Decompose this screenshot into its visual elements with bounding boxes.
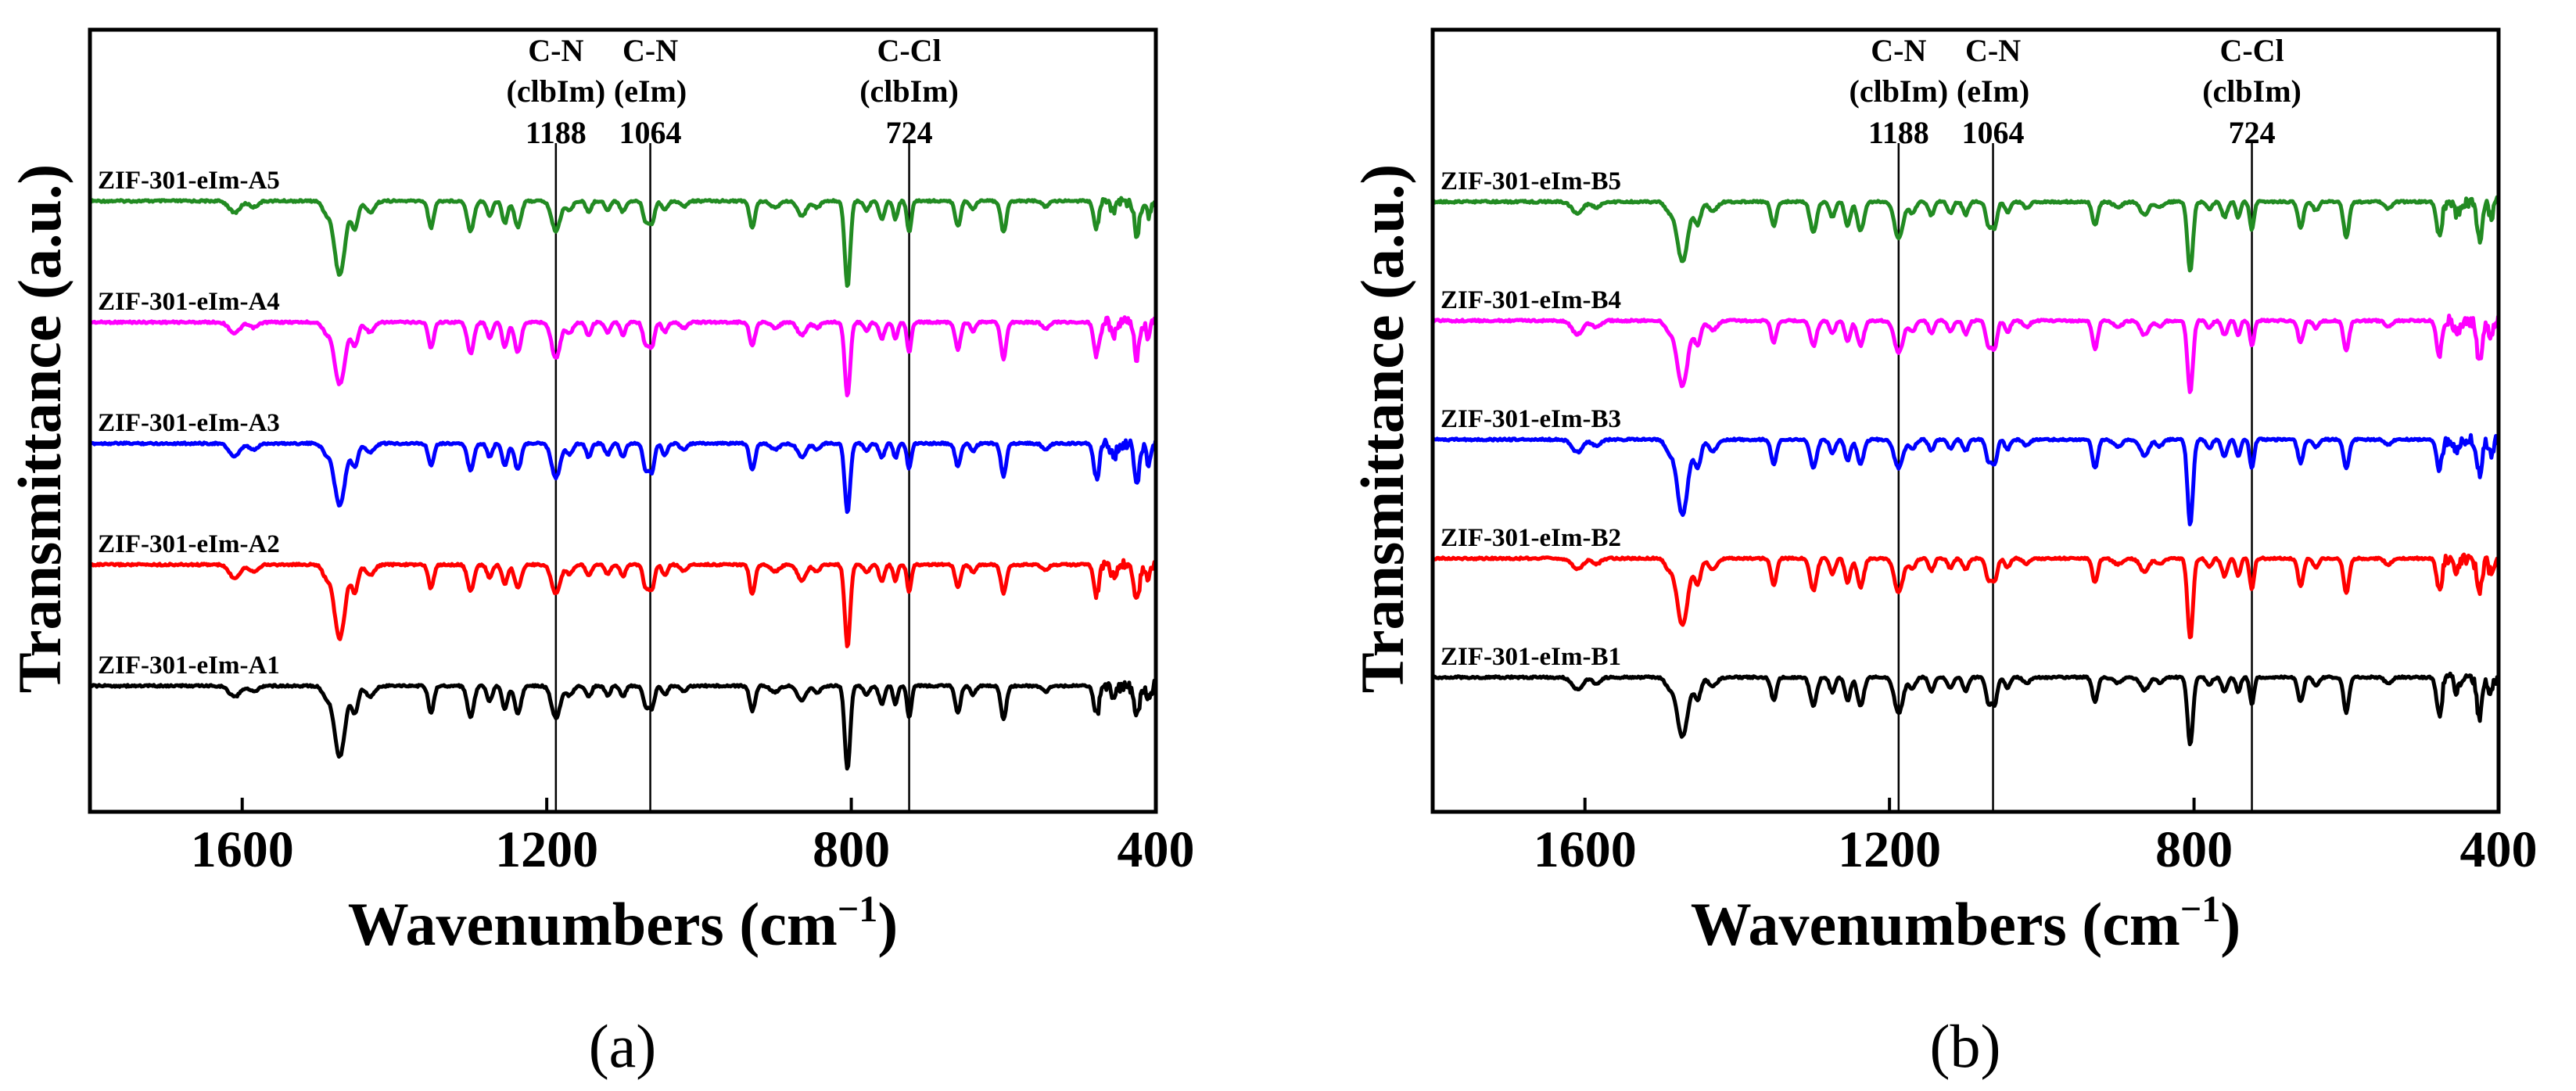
series-line bbox=[88, 196, 1157, 288]
y-axis-title: Transmittance (a.u.) bbox=[5, 164, 74, 694]
series-line bbox=[88, 678, 1157, 771]
series-label: ZIF-301-eIm-A5 bbox=[98, 167, 280, 195]
series-line bbox=[89, 437, 1157, 515]
annotation-wavenumber: 1188 bbox=[1868, 115, 1929, 150]
annotation-wavenumber: 724 bbox=[886, 115, 933, 150]
annotation-wavenumber: 1064 bbox=[619, 115, 682, 150]
panel-b-chart: ZIF-301-eIm-B5 ZIF-301-eIm-B4 ZIF-301-eIm-… bbox=[1348, 27, 2538, 958]
series-label: ZIF-301-eIm-B1 bbox=[1440, 643, 1621, 671]
series-label: ZIF-301-eIm-B2 bbox=[1440, 524, 1621, 552]
x-tick-label: 1600 bbox=[191, 821, 294, 878]
annotation-bond: C-Cl bbox=[877, 33, 941, 68]
plot-frame bbox=[1430, 27, 2501, 814]
x-tick-label: 400 bbox=[2460, 821, 2538, 878]
annotation-wavenumber: 1188 bbox=[526, 115, 587, 150]
series-label: ZIF-301-eIm-B5 bbox=[1440, 167, 1621, 196]
panel-label-b: (b) bbox=[1930, 1012, 2001, 1080]
series-line bbox=[1431, 432, 2500, 526]
x-tick-label: 800 bbox=[2155, 821, 2233, 878]
series-label: ZIF-301-eIm-A1 bbox=[98, 651, 280, 680]
annotation-bond: C-N bbox=[1965, 33, 2021, 68]
panel-label-a: (a) bbox=[589, 1012, 657, 1080]
series-label: ZIF-301-eIm-A2 bbox=[98, 530, 280, 558]
x-tick-label: 800 bbox=[813, 821, 890, 878]
annotation-bond: C-Cl bbox=[2219, 33, 2284, 68]
x-tick-label: 1200 bbox=[1838, 821, 1941, 878]
y-axis-title: Transmittance (a.u.) bbox=[1348, 164, 1416, 694]
annotation-ligand: (clbIm) bbox=[507, 74, 606, 109]
annotation-ligand: (clbIm) bbox=[2202, 74, 2302, 109]
series-line bbox=[88, 315, 1157, 398]
annotation-ligand: (eIm) bbox=[1957, 74, 2029, 109]
series-line bbox=[1431, 671, 2500, 747]
series-label: ZIF-301-eIm-A4 bbox=[98, 288, 280, 316]
x-axis-title: Wavenumbers (cm−1) bbox=[348, 888, 898, 958]
series-line bbox=[89, 558, 1157, 648]
plot-frame bbox=[88, 27, 1158, 814]
annotation-ligand: (clbIm) bbox=[859, 74, 959, 109]
x-axis-title: Wavenumbers (cm−1) bbox=[1691, 888, 2241, 958]
annotation-bond: C-N bbox=[528, 33, 583, 68]
annotation-ligand: (clbIm) bbox=[1849, 74, 1949, 109]
x-tick-label: 1200 bbox=[495, 821, 598, 878]
series-label: ZIF-301-eIm-B4 bbox=[1440, 286, 1621, 314]
panel-a-chart: ZIF-301-eIm-A5 ZIF-301-eIm-A4 ZIF-301-eIm-… bbox=[5, 27, 1195, 958]
series-line bbox=[1432, 552, 2499, 640]
series-line bbox=[1432, 195, 2500, 273]
x-tick-label: 1600 bbox=[1534, 821, 1637, 878]
series-label: ZIF-301-eIm-B3 bbox=[1440, 405, 1621, 433]
annotation-bond: C-N bbox=[1871, 33, 1926, 68]
annotation-bond: C-N bbox=[622, 33, 678, 68]
annotation-wavenumber: 1064 bbox=[1962, 115, 2025, 150]
annotation-ligand: (eIm) bbox=[614, 74, 687, 109]
annotation-wavenumber: 724 bbox=[2229, 115, 2276, 150]
series-line bbox=[1431, 314, 2500, 394]
x-tick-label: 400 bbox=[1118, 821, 1195, 878]
series-label: ZIF-301-eIm-A3 bbox=[98, 409, 280, 437]
